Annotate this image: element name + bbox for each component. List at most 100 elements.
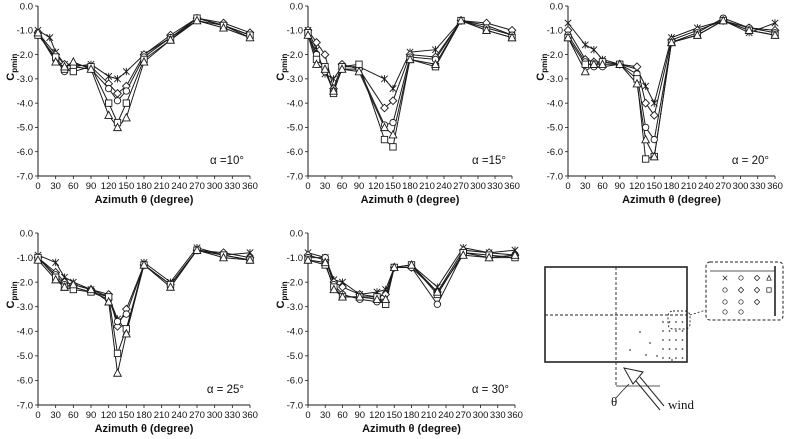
x-tick-label: 120 <box>101 181 117 192</box>
x-tick-label: 210 <box>419 181 435 192</box>
data-point-cross <box>122 67 130 76</box>
series-triangle-markers <box>33 245 255 377</box>
x-tick-label: 360 <box>507 410 523 421</box>
data-point-triangle <box>641 134 651 144</box>
x-tick-label: 120 <box>369 410 385 421</box>
tap-dot <box>668 348 671 350</box>
data-point-square <box>581 60 589 68</box>
data-point-cross <box>650 99 658 107</box>
data-point-cross <box>590 46 598 54</box>
data-point-triangle <box>597 59 608 68</box>
data-point-cross <box>329 75 338 83</box>
tap-dot <box>675 348 677 350</box>
data-point-triangle <box>615 59 625 68</box>
data-point-square <box>380 135 389 144</box>
x-tick-label: 0 <box>35 181 40 192</box>
tap-dot <box>675 330 677 332</box>
tap-dot <box>675 339 677 341</box>
data-point-triangle <box>563 32 573 42</box>
x-tick-label: 60 <box>337 410 348 421</box>
inset-marker-diamond <box>753 298 761 306</box>
data-point-triangle <box>389 262 399 272</box>
data-point-cross <box>105 72 113 81</box>
data-point-triangle <box>121 328 131 338</box>
tap-dot <box>675 321 677 323</box>
data-point-triangle <box>379 122 390 132</box>
wind-label: wind <box>668 397 695 412</box>
data-point-triangle <box>245 32 255 42</box>
x-tick-label: 240 <box>698 181 714 192</box>
x-tick-label: 30 <box>320 410 331 421</box>
x-axis-title: Azimuth θ (degree) <box>622 194 721 206</box>
data-point-circle <box>389 118 397 127</box>
y-tick-label: -3.0 <box>287 302 303 313</box>
y-tick-label: -2.0 <box>287 50 303 61</box>
data-point-triangle <box>649 151 659 161</box>
data-point-circle <box>650 135 658 144</box>
y-tick-label: -4.0 <box>287 327 303 338</box>
data-point-triangle <box>104 296 114 306</box>
data-point-triangle <box>337 64 347 73</box>
data-point-diamond <box>312 37 321 47</box>
data-point-triangle <box>666 37 677 47</box>
chart-panel-5: 0.0 -1.0 -2.0 -3.0 -4.0 -5.0 -6.0 -7.00 30 60 90 12… <box>275 228 523 435</box>
data-point-triangle <box>59 61 70 71</box>
data-point-triangle <box>744 25 754 34</box>
y-tick-label: -4.0 <box>17 327 33 338</box>
data-point-circle <box>113 317 122 326</box>
y-tick-label: -5.0 <box>17 123 33 134</box>
x-tick-label: 90 <box>354 410 365 421</box>
y-axis-title-main: C <box>275 300 287 308</box>
y-axis-title-sub: pmin <box>540 54 549 73</box>
x-tick-label: 180 <box>664 181 680 192</box>
inset-marker-circle <box>722 287 728 293</box>
y-tick-label: -6.0 <box>17 376 33 387</box>
data-point-cross <box>771 19 779 27</box>
x-tick-label: 330 <box>487 181 503 192</box>
x-tick-label: 300 <box>207 410 223 421</box>
x-tick-label: 240 <box>171 181 187 192</box>
data-point-triangle <box>218 22 229 32</box>
y-tick-label: -3.0 <box>287 74 303 85</box>
charts-group: 0.0-1.0-2.0-3.0-4.0-5.0-6.0-7.00 30 60 90 12… <box>5 1 783 435</box>
x-tick-label: 150 <box>118 410 134 421</box>
chart-panel-3: 0.0 -1.0 -2.0 -3.0 -4.0 -5.0 -6.0 -7.00 30 60 90 12… <box>535 1 783 206</box>
wind-arrow-shaft <box>635 376 665 411</box>
data-point-triangle <box>33 255 43 264</box>
series-triangle <box>307 19 513 136</box>
x-tick-label: 30 <box>320 181 331 192</box>
x-tick-label: 270 <box>455 410 471 421</box>
y-axis-title-main: C <box>275 73 287 81</box>
x-tick-label: 330 <box>224 181 240 192</box>
data-point-triangle <box>430 59 441 68</box>
pressure-tap-dots <box>629 321 684 361</box>
data-point-cross <box>113 75 122 83</box>
data-point-triangle <box>320 64 330 73</box>
y-tick-label: -5.0 <box>17 351 33 362</box>
series-triangle-markers <box>563 15 780 161</box>
data-point-triangle <box>456 15 466 25</box>
data-point-cross <box>431 46 440 54</box>
data-point-triangle <box>192 15 202 25</box>
data-point-triangle <box>580 66 590 76</box>
series-square-markers <box>304 249 519 308</box>
x-tick-label: 210 <box>154 410 170 421</box>
x-tick-label: 270 <box>189 410 205 421</box>
data-point-triangle <box>589 59 599 68</box>
y-axis-title-sub: pmin <box>280 54 289 73</box>
y-tick-label: 0.0 <box>20 228 33 239</box>
x-tick-label: 300 <box>473 410 489 421</box>
y-tick-label: -7.0 <box>287 400 303 411</box>
x-tick-label: 180 <box>136 410 152 421</box>
x-tick-label: 90 <box>614 181 625 192</box>
data-point-triangle <box>405 54 415 64</box>
data-point-triangle <box>139 259 149 269</box>
x-axis-title: Azimuth θ (degree) <box>95 194 194 206</box>
data-point-triangle <box>165 35 176 44</box>
series-triangle-markers <box>303 250 520 303</box>
tap-dot <box>668 330 671 332</box>
x-tick-label: 60 <box>68 181 79 192</box>
x-tick-label: 210 <box>681 181 697 192</box>
y-axis-title-main: C <box>535 73 547 81</box>
x-tick-label: 360 <box>242 181 258 192</box>
